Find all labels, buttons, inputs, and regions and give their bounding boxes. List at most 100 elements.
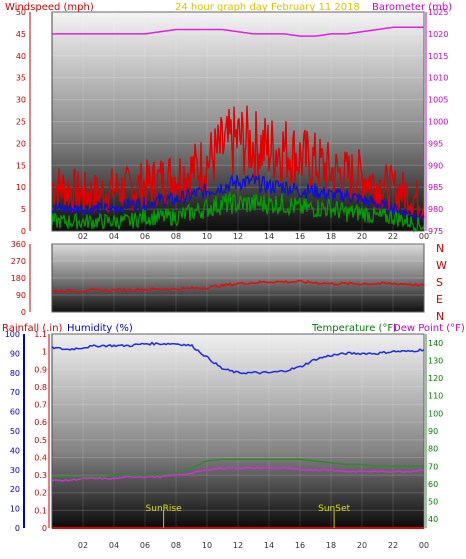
- compass-label: S: [436, 276, 443, 289]
- temperature-tick-label: 50: [428, 498, 438, 507]
- rainfall-tick-label: 0.4: [34, 453, 47, 462]
- rainfall-tick-label: 0.9: [34, 365, 47, 374]
- windspeed-tick-label: 10: [16, 183, 26, 192]
- temperature-tick-label: 60: [428, 480, 438, 489]
- x-tick-label: 08: [171, 541, 181, 550]
- x-tick-label: 04: [109, 541, 119, 550]
- humidity-tick-label: 10: [10, 505, 20, 514]
- direction-tick-label: 0: [21, 308, 26, 317]
- x-tick-label: 14: [264, 541, 274, 550]
- windspeed-tick-label: 0: [21, 227, 26, 236]
- humidity-axis-label: Humidity (%): [67, 323, 133, 334]
- temperature-axis-label: Temperature (°F): [311, 323, 397, 334]
- windspeed-tick-label: 15: [16, 161, 26, 170]
- humidity-tick-label: 90: [10, 349, 20, 358]
- windspeed-tick-label: 25: [16, 118, 26, 127]
- rainfall-axis-label: Rainfall (.in): [2, 323, 63, 334]
- temperature-tick-label: 80: [428, 445, 438, 454]
- rainfall-tick-label: 0: [42, 524, 47, 533]
- barometer-tick-label: 1020: [428, 30, 448, 39]
- x-tick-label: 22: [388, 232, 398, 241]
- barometer-tick-label: 1025: [428, 8, 448, 17]
- barometer-tick-label: 990: [428, 161, 443, 170]
- barometer-tick-label: 975: [428, 227, 443, 236]
- temperature-series: [52, 458, 424, 478]
- sunrise-label: SunRise: [146, 504, 183, 514]
- wind-direction-plot-area: [51, 243, 425, 313]
- x-tick-label: 02: [78, 232, 88, 241]
- rainfall-tick-label: 1.1: [34, 330, 47, 339]
- windspeed-tick-label: 50: [16, 8, 26, 17]
- rainfall-tick-label: 0.3: [34, 471, 47, 480]
- humidity-tick-label: 50: [10, 427, 20, 436]
- x-tick-label: 16: [295, 541, 305, 550]
- x-tick-label: 18: [326, 232, 336, 241]
- temperature-tick-label: 140: [428, 339, 443, 348]
- x-tick-label: 06: [140, 232, 150, 241]
- rainfall-tick-label: 1: [42, 348, 47, 357]
- humidity-tick-label: 100: [5, 330, 20, 339]
- windspeed-axis-label: Windspeed (mph): [5, 2, 94, 13]
- temperature-tick-label: 110: [428, 392, 443, 401]
- rainfall-tick-label: 0.2: [34, 489, 47, 498]
- barometer-tick-label: 995: [428, 139, 443, 148]
- x-tick-label: 20: [357, 232, 367, 241]
- rainfall-tick-label: 0.6: [34, 418, 47, 427]
- x-tick-label: 00: [419, 541, 429, 550]
- x-tick-label: 00: [419, 232, 429, 241]
- windspeed-tick-label: 35: [16, 74, 26, 83]
- x-tick-label: 12: [233, 232, 243, 241]
- humidity-tick-label: 70: [10, 388, 20, 397]
- temperature-tick-label: 130: [428, 356, 443, 365]
- temp-humidity-plot-area: [51, 333, 425, 529]
- humidity-series: [51, 341, 425, 375]
- compass-label: N: [436, 310, 444, 323]
- windspeed-tick-label: 45: [16, 30, 26, 39]
- barometer-tick-label: 980: [428, 205, 443, 214]
- humidity-tick-label: 40: [10, 446, 20, 455]
- barometer-tick-label: 1015: [428, 52, 448, 61]
- dewpoint-axis-label: Dew Point (°F): [393, 323, 465, 334]
- barometer-tick-label: 1005: [428, 96, 448, 105]
- compass-label: N: [436, 242, 444, 255]
- windspeed-low-series: [51, 191, 425, 234]
- humidity-tick-label: 30: [10, 466, 20, 475]
- windspeed-tick-label: 40: [16, 52, 26, 61]
- x-tick-label: 20: [357, 541, 367, 550]
- barometer-tick-label: 1000: [428, 118, 448, 127]
- compass-label: W: [436, 259, 447, 272]
- rainfall-tick-label: 0.7: [34, 401, 47, 410]
- x-tick-label: 16: [295, 232, 305, 241]
- x-tick-label: 08: [171, 232, 181, 241]
- x-tick-label: 22: [388, 541, 398, 550]
- sunset-label: SunSet: [318, 504, 350, 514]
- humidity-tick-label: 20: [10, 485, 20, 494]
- direction-tick-label: 180: [11, 274, 26, 283]
- x-tick-label: 10: [202, 541, 212, 550]
- direction-tick-label: 270: [11, 257, 26, 266]
- barometer-tick-label: 1010: [428, 74, 448, 83]
- windspeed-gust-series: [51, 105, 425, 221]
- barometer-axis-label: Barometer (mb): [372, 2, 452, 13]
- windspeed-avg-series: [51, 172, 425, 223]
- temperature-tick-label: 70: [428, 462, 438, 471]
- barometer-tick-label: 985: [428, 183, 443, 192]
- temperature-tick-label: 90: [428, 427, 438, 436]
- temperature-tick-label: 40: [428, 515, 438, 524]
- direction-tick-label: 360: [11, 240, 26, 249]
- windspeed-tick-label: 20: [16, 139, 26, 148]
- dewpoint-series: [51, 466, 425, 482]
- temperature-tick-label: 100: [428, 409, 443, 418]
- direction-tick-label: 90: [16, 291, 26, 300]
- x-tick-label: 06: [140, 541, 150, 550]
- x-tick-label: 18: [326, 541, 336, 550]
- wind-direction-series: [52, 279, 425, 293]
- rainfall-tick-label: 0.1: [34, 506, 47, 515]
- compass-label: E: [436, 293, 443, 306]
- chart-title: 24 hour graph day February 11 2018: [175, 2, 360, 13]
- x-tick-label: 12: [233, 541, 243, 550]
- rainfall-tick-label: 0.5: [34, 436, 47, 445]
- humidity-tick-label: 60: [10, 408, 20, 417]
